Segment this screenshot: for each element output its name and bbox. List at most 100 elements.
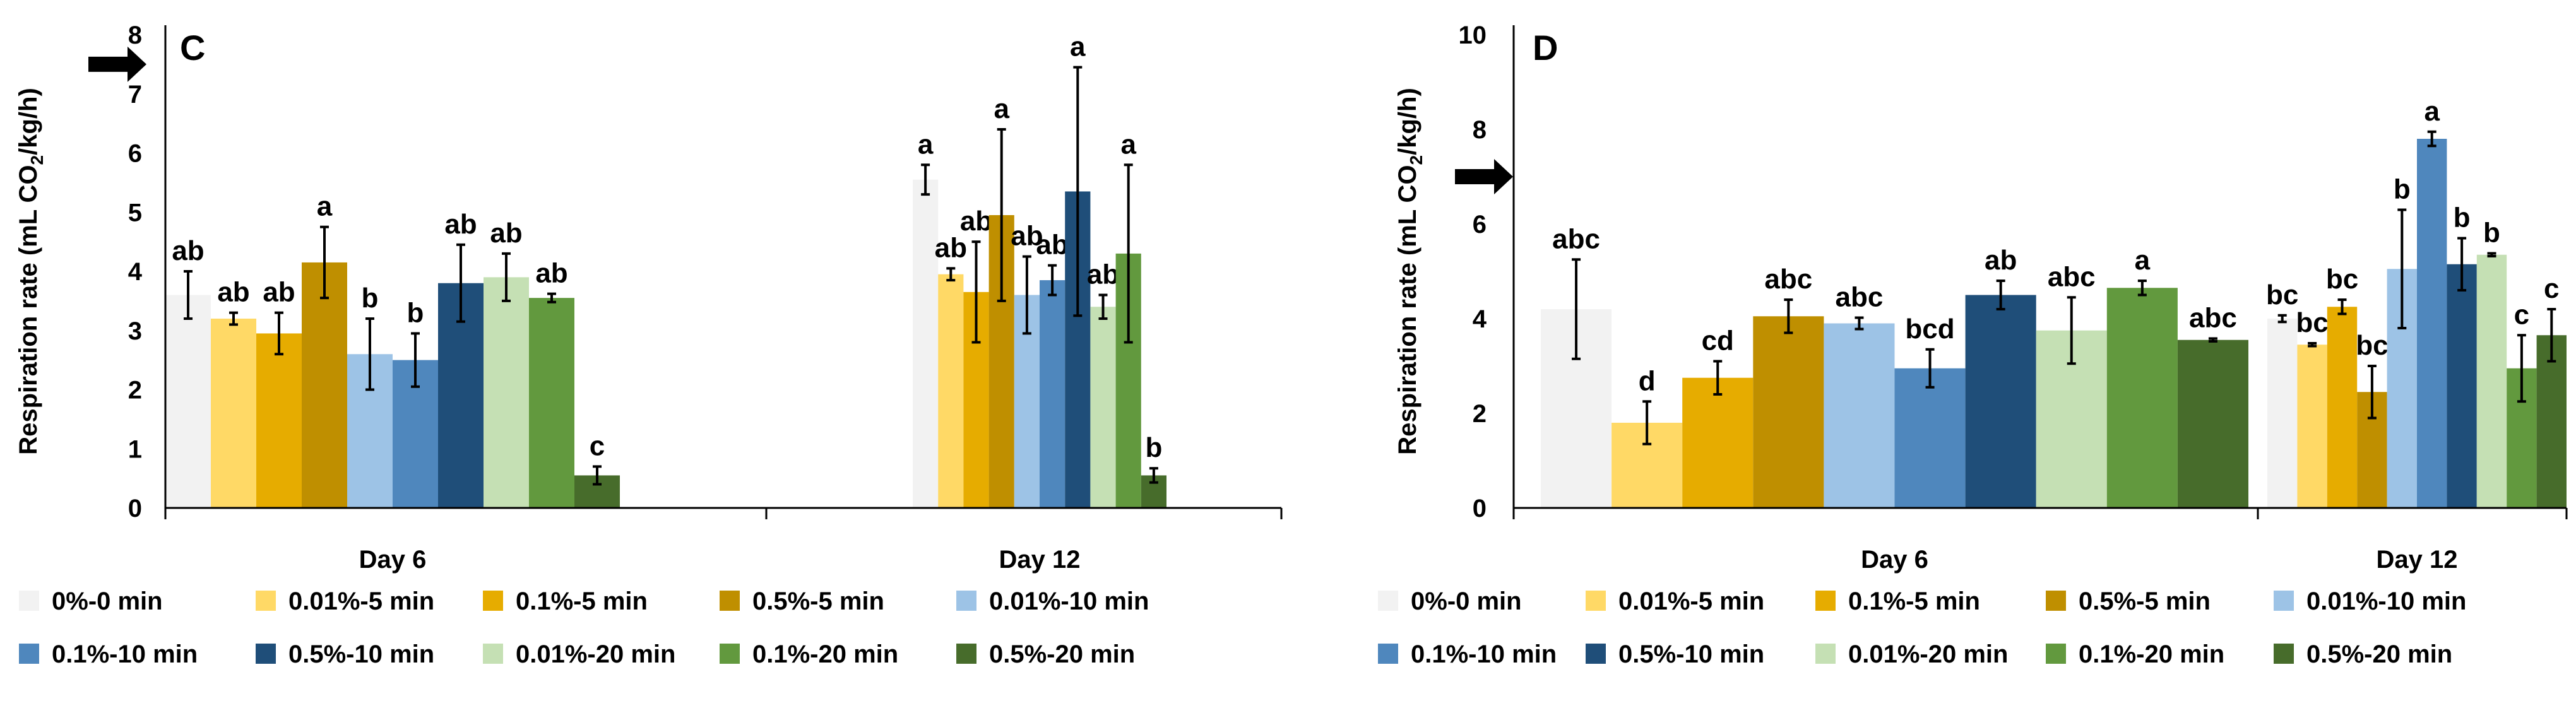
legend-label: 0.5%-5 min	[752, 587, 884, 615]
y-tick-label: 6	[1473, 211, 1487, 239]
significance-letter: bc	[2266, 280, 2298, 310]
legend-swatch	[1815, 591, 1836, 611]
arrow-icon	[88, 46, 146, 82]
bar	[1894, 368, 1966, 508]
bar	[2327, 307, 2358, 508]
significance-letter: ab	[444, 209, 477, 240]
panel-label: D	[1533, 28, 1558, 68]
panel-label: C	[180, 28, 205, 68]
significance-letter: a	[1070, 32, 1086, 62]
y-tick-label: 2	[1473, 400, 1487, 428]
significance-letter: bc	[2356, 330, 2388, 361]
y-tick-label: 2	[128, 377, 142, 404]
significance-letter: ab	[1036, 230, 1068, 261]
significance-letter: b	[362, 283, 379, 314]
bar	[2447, 264, 2477, 508]
bar	[211, 319, 256, 508]
y-tick-label: 4	[128, 258, 143, 286]
significance-letter: a	[1120, 129, 1136, 160]
bar	[2536, 335, 2567, 508]
bar	[2177, 339, 2248, 508]
bar	[938, 274, 964, 508]
legend-label: 0.1%-20 min	[752, 640, 898, 668]
y-tick-label: 6	[128, 140, 142, 168]
significance-letter: a	[2424, 96, 2440, 127]
significance-letter: cd	[1702, 326, 1734, 356]
significance-letter: a	[918, 129, 934, 160]
bar	[1965, 295, 2036, 508]
y-tick-label: 7	[128, 81, 142, 109]
legend-swatch	[256, 644, 276, 664]
significance-letter: abc	[1552, 223, 1600, 254]
significance-letter: ab	[935, 232, 967, 263]
bar	[302, 262, 347, 508]
significance-letter: ab	[263, 277, 295, 308]
significance-letter: abc	[1836, 282, 1884, 313]
legend-label: 0.01%-10 min	[2306, 587, 2466, 615]
legend-label: 0.01%-5 min	[288, 587, 434, 615]
legend-label: 0.5%-10 min	[1618, 640, 1764, 668]
legend-label: 0.1%-10 min	[1411, 640, 1557, 668]
significance-letter: a	[2135, 245, 2151, 276]
bar	[484, 277, 529, 508]
legend-swatch	[2046, 591, 2066, 611]
significance-letter: a	[317, 191, 333, 222]
legend-label: 0.1%-10 min	[52, 640, 198, 668]
significance-letter: c	[2544, 273, 2559, 304]
bar	[1090, 307, 1116, 508]
legend-swatch	[19, 644, 39, 664]
x-tick-label: Day 6	[1861, 546, 1928, 574]
legend-swatch	[1815, 644, 1836, 664]
significance-letter: ab	[535, 258, 567, 289]
legend-label: 0.1%-20 min	[2079, 640, 2224, 668]
significance-letter: ab	[172, 235, 204, 266]
x-tick-label: Day 6	[359, 546, 427, 574]
x-tick-label: Day 12	[999, 546, 1081, 574]
legend-label: 0.5%-20 min	[989, 640, 1135, 668]
legend-swatch	[2274, 644, 2294, 664]
bar	[2106, 288, 2178, 508]
legend-swatch	[1586, 644, 1606, 664]
bar	[256, 333, 302, 508]
y-tick-label: 5	[128, 199, 142, 227]
legend-swatch	[2046, 644, 2066, 664]
legend-swatch	[720, 591, 740, 611]
legend-swatch	[956, 591, 976, 611]
legend-swatch	[19, 591, 39, 611]
significance-letter: c	[590, 430, 605, 461]
y-axis-label: Respiration rate (mL CO2/kg/h)	[1394, 88, 1426, 455]
bar	[2476, 254, 2507, 508]
legend-label: 0.01%-5 min	[1618, 587, 1764, 615]
y-tick-label: 10	[1459, 21, 1487, 49]
legend-label: 0%-0 min	[1411, 587, 1522, 615]
legend-swatch	[956, 644, 976, 664]
y-tick-label: 1	[128, 435, 142, 463]
y-tick-label: 4	[1473, 305, 1487, 333]
y-tick-label: 0	[1473, 495, 1487, 522]
bar	[529, 298, 574, 508]
y-tick-label: 8	[1473, 116, 1487, 144]
significance-letter: ab	[960, 206, 992, 237]
bar	[1824, 323, 1895, 508]
bar	[2267, 319, 2298, 508]
significance-letter: d	[1639, 365, 1656, 396]
significance-letter: b	[2394, 174, 2411, 205]
bar	[165, 295, 211, 508]
legend-label: 0.5%-5 min	[2079, 587, 2211, 615]
y-tick-label: 0	[128, 495, 142, 522]
bar	[1682, 377, 1754, 508]
significance-letter: a	[994, 93, 1009, 124]
significance-letter: abc	[2048, 261, 2096, 292]
x-tick-label: Day 12	[2377, 546, 2458, 574]
significance-letter: c	[2514, 299, 2529, 330]
y-axis-label: Respiration rate (mL CO2/kg/h)	[15, 88, 47, 455]
significance-letter: ab	[490, 218, 522, 249]
significance-letter: abc	[1764, 264, 1812, 295]
legend-swatch	[1378, 644, 1398, 664]
y-tick-label: 8	[128, 21, 142, 49]
significance-letter: b	[407, 297, 424, 328]
significance-letter: ab	[217, 277, 249, 308]
legend-label: 0.01%-20 min	[516, 640, 675, 668]
